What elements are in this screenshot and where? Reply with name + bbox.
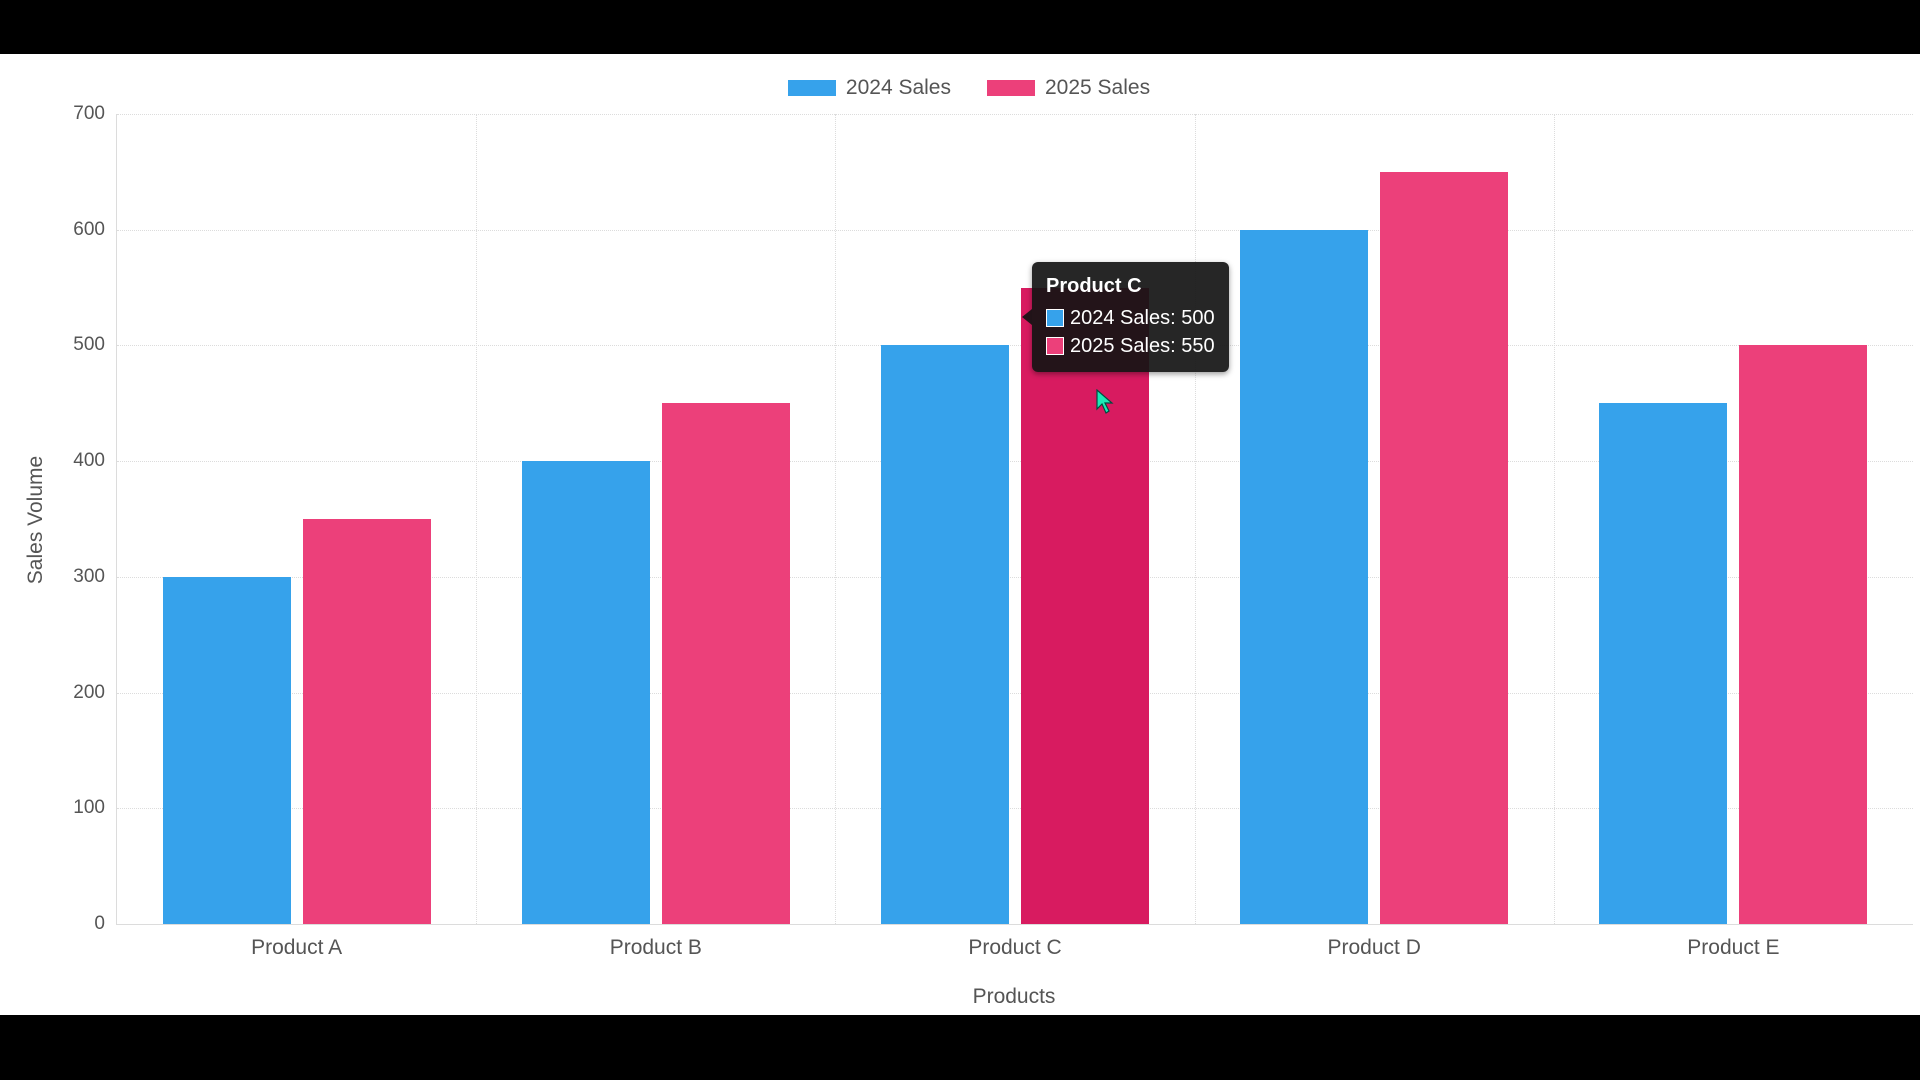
tooltip-row: 2025 Sales: 550 (1046, 332, 1215, 360)
y-axis-title: Sales Volume (24, 456, 48, 584)
legend-swatch (788, 80, 836, 96)
bar[interactable] (881, 345, 1009, 924)
gridline-h (117, 345, 1913, 346)
bar[interactable] (1380, 172, 1508, 924)
legend-label: 2024 Sales (846, 76, 951, 100)
chart-panel: 2024 Sales2025 Sales 0100200300400500600… (0, 54, 1920, 1015)
legend-swatch (987, 80, 1035, 96)
xtick-label: Product E (1687, 936, 1779, 960)
bar[interactable] (303, 519, 431, 924)
legend[interactable]: 2024 Sales 2025 Sales (774, 76, 1164, 100)
plot-area: 0100200300400500600700Product AProduct B… (116, 114, 1913, 925)
bar[interactable] (662, 403, 790, 924)
bar[interactable] (522, 461, 650, 924)
bar[interactable] (1021, 288, 1149, 924)
gridline-v (1554, 114, 1555, 924)
stage: 2024 Sales2025 Sales 0100200300400500600… (0, 0, 1920, 1080)
tooltip: Product C 2024 Sales: 5002025 Sales: 550 (1032, 262, 1229, 372)
tooltip-row: 2024 Sales: 500 (1046, 304, 1215, 332)
bar[interactable] (163, 577, 291, 924)
ytick-label: 600 (73, 219, 105, 241)
xtick-label: Product C (968, 936, 1061, 960)
tooltip-text: 2025 Sales: 550 (1070, 332, 1215, 360)
tooltip-text: 2024 Sales: 500 (1070, 304, 1215, 332)
tooltip-arrow-icon (1022, 309, 1032, 325)
tooltip-swatch (1046, 309, 1064, 327)
tooltip-swatch (1046, 337, 1064, 355)
gridline-v (476, 114, 477, 924)
tooltip-title: Product C (1046, 272, 1215, 300)
ytick-label: 300 (73, 566, 105, 588)
bar[interactable] (1599, 403, 1727, 924)
ytick-label: 400 (73, 450, 105, 472)
gridline-h (117, 114, 1913, 115)
x-axis-title: Products (973, 985, 1056, 1009)
legend-item[interactable]: 2025 Sales (987, 76, 1150, 100)
legend-label: 2025 Sales (1045, 76, 1150, 100)
xtick-label: Product A (251, 936, 342, 960)
legend-item[interactable]: 2024 Sales (788, 76, 951, 100)
xtick-label: Product D (1328, 936, 1421, 960)
ytick-label: 700 (73, 103, 105, 125)
ytick-label: 200 (73, 682, 105, 704)
ytick-label: 0 (94, 913, 105, 935)
ytick-label: 500 (73, 334, 105, 356)
xtick-label: Product B (610, 936, 702, 960)
gridline-v (1195, 114, 1196, 924)
bar[interactable] (1739, 345, 1867, 924)
bar[interactable] (1240, 230, 1368, 924)
gridline-h (117, 230, 1913, 231)
ytick-label: 100 (73, 797, 105, 819)
gridline-v (835, 114, 836, 924)
